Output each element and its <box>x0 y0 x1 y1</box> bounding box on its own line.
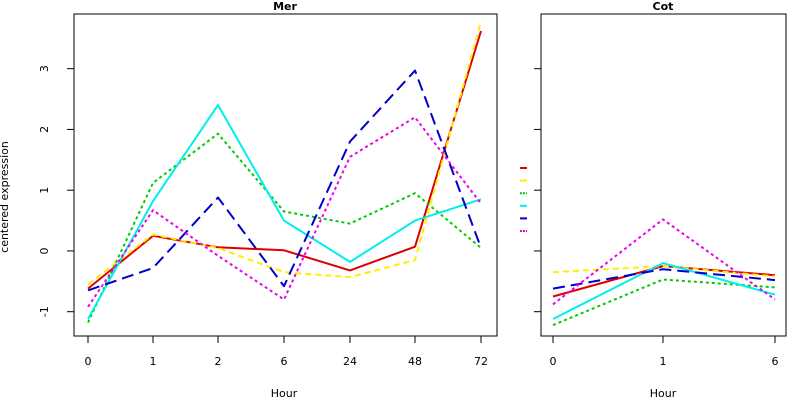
x-tick-label-cot-1: 1 <box>660 355 667 368</box>
x-tick-label-cot-0: 0 <box>550 355 557 368</box>
y-tick-label-4: 3 <box>38 65 51 72</box>
series-line-cot-5 <box>552 218 776 306</box>
series-line-mer-4 <box>87 69 482 292</box>
y-tick-label-0: -1 <box>38 306 51 317</box>
x-tick-label-mer-3: 6 <box>281 355 288 368</box>
x-tick-label-mer-0: 0 <box>85 355 92 368</box>
panel-mer-plot: 0 1 2 6 24 48 72 -1 0 1 2 3 <box>38 21 488 368</box>
y-tick-label-2: 1 <box>38 187 51 194</box>
panel-cot-plot: 0 1 6 <box>534 68 779 368</box>
y-tick-label-3: 2 <box>38 126 51 133</box>
series-line-cot-3 <box>552 262 776 320</box>
panel-mer-frame <box>73 13 498 337</box>
x-tick-label-mer-4: 24 <box>343 355 357 368</box>
x-tick-label-mer-5: 48 <box>408 355 422 368</box>
series-line-mer-3 <box>87 104 482 320</box>
series-line-cot-4 <box>552 268 776 290</box>
panel-mer-xlabel: Hour <box>271 387 298 400</box>
panel-cot-xlabel: Hour <box>650 387 677 400</box>
panel-cot-title: Cot <box>653 0 674 13</box>
series-line-mer-0 <box>87 30 482 290</box>
x-tick-label-cot-2: 6 <box>772 355 779 368</box>
y-tick-label-1: 0 <box>38 247 51 254</box>
series-line-mer-2 <box>87 132 482 324</box>
x-tick-label-mer-1: 1 <box>150 355 157 368</box>
y-axis-label: centered expression <box>0 141 11 253</box>
panel-mer-title: Mer <box>273 0 297 13</box>
series-line-mer-1 <box>87 21 482 286</box>
x-tick-label-mer-2: 2 <box>215 355 222 368</box>
x-tick-label-mer-6: 72 <box>474 355 488 368</box>
series-line-mer-5 <box>87 116 482 308</box>
legend <box>520 167 527 232</box>
